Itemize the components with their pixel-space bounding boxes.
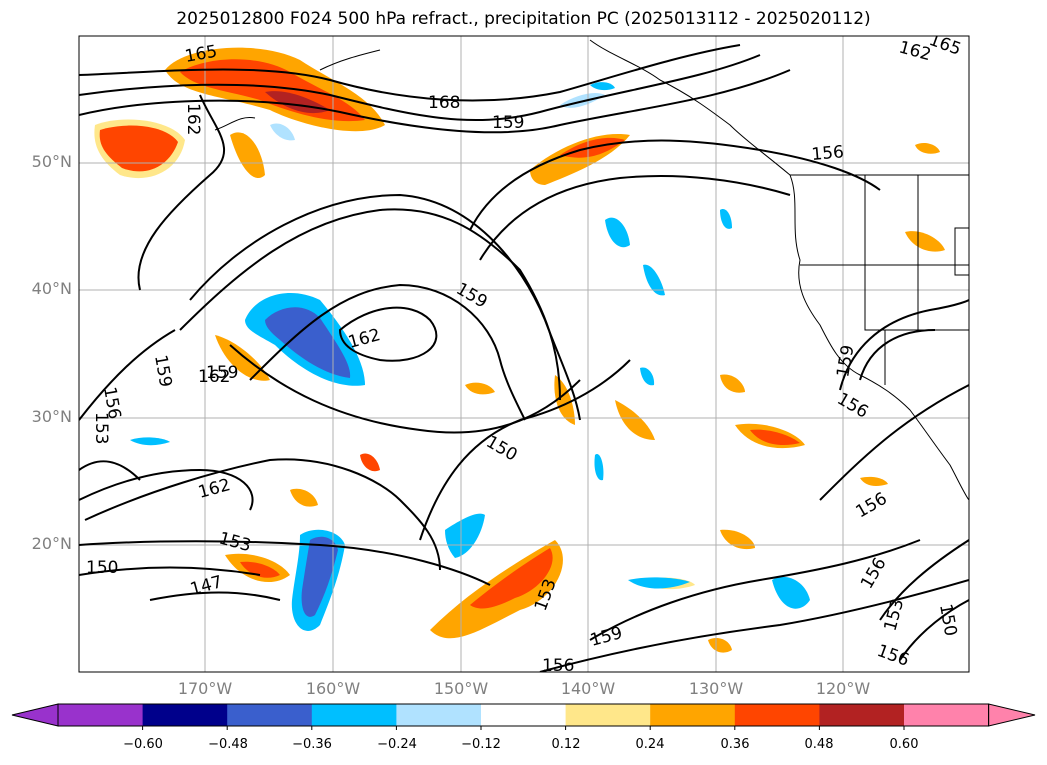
contour-label: 156 (542, 656, 574, 676)
lon-label: 150°W (433, 679, 489, 698)
colorbar-segment (311, 704, 397, 726)
lon-label: 120°W (815, 679, 871, 698)
colorbar-segment (819, 704, 905, 726)
colorbar-tick-label: 0.60 (889, 737, 919, 752)
colorbar-tick-label: −0.12 (461, 737, 501, 752)
colorbar-segment (650, 704, 736, 726)
lat-label: 20°N (31, 534, 72, 553)
lon-label: 170°W (177, 679, 233, 698)
contour-label: 150 (86, 558, 118, 578)
contour-label: 156 (811, 142, 845, 165)
colorbar-frame (57, 703, 990, 727)
colorbar-tick-label: −0.48 (208, 737, 248, 752)
colorbar-segment (734, 704, 820, 726)
map-panel: 165 162 168 159 156 162 159 162 159 156 … (78, 35, 970, 676)
contour-label: 162 (183, 103, 203, 135)
graticule (79, 36, 969, 672)
lat-label: 40°N (31, 279, 72, 298)
lat-label: 30°N (31, 407, 72, 426)
colorbar-tick-label: −0.36 (292, 737, 332, 752)
contour-labels: 165 162 168 159 156 162 159 162 159 156 … (86, 36, 964, 676)
refractivity-contours (79, 44, 969, 672)
contour-label: 168 (428, 93, 460, 113)
contour-label: 159 (492, 113, 524, 133)
colorbar-tick-label: 0.36 (720, 737, 750, 752)
colorbar-segment (481, 704, 567, 726)
map-frame (78, 35, 970, 673)
colorbar-tick-label: −0.24 (377, 737, 417, 752)
colorbar-segment (58, 704, 144, 726)
colorbar-extend-high (988, 703, 1036, 727)
colorbar-segment (142, 704, 228, 726)
colorbar-extend-low (11, 703, 59, 727)
contour-label: 162 (198, 367, 230, 387)
colorbar-tick-label: 0.24 (635, 737, 665, 752)
colorbar (11, 703, 1036, 730)
lon-label: 130°W (688, 679, 744, 698)
lat-label: 50°N (31, 152, 72, 171)
map-title: 2025012800 F024 500 hPa refract., precip… (176, 9, 871, 29)
colorbar-segment (227, 704, 313, 726)
contour-label: 159 (206, 363, 238, 383)
lon-label: 160°W (305, 679, 361, 698)
colorbar-segment (565, 704, 651, 726)
colorbar-tick-label: 0.48 (804, 737, 834, 752)
colorbar-segment (904, 704, 990, 726)
coastlines (214, 39, 969, 501)
colorbar-segment (396, 704, 482, 726)
contour-label: 153 (91, 412, 111, 444)
colorbar-tick-label: −0.60 (123, 737, 163, 752)
colorbar-tick-label: 0.12 (551, 737, 581, 752)
lon-label: 140°W (560, 679, 616, 698)
